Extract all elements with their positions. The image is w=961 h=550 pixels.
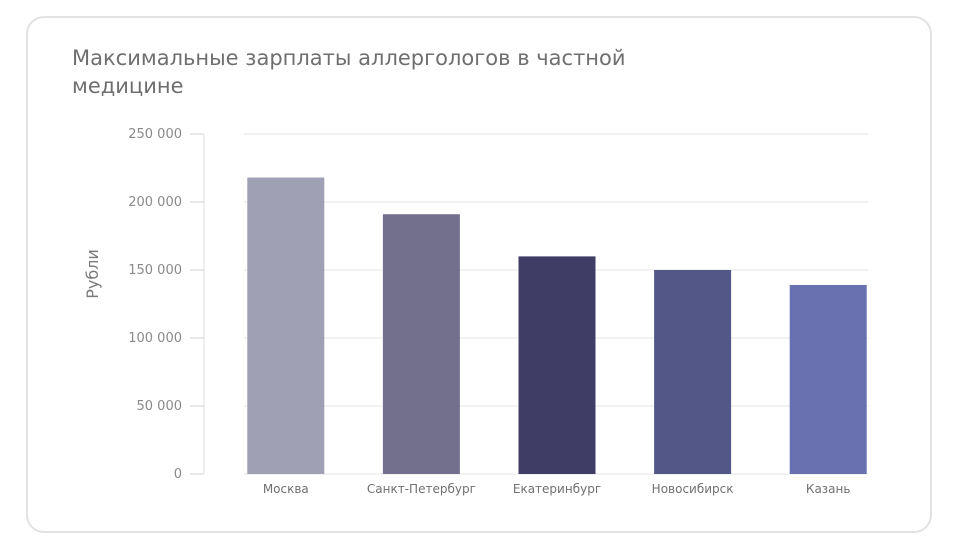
y-axis-label: Рубли: [83, 249, 102, 299]
bar-1: [247, 177, 325, 474]
chart-title: Максимальные зарплаты аллергологов в час…: [72, 46, 626, 98]
x-category-label: Новосибирск: [652, 482, 734, 496]
x-category-label: Екатеринбург: [513, 482, 601, 496]
chart-card: [26, 16, 932, 533]
bar-3: [518, 256, 596, 474]
y-tick-label: 200 000: [128, 195, 182, 210]
bar-5: [789, 284, 867, 474]
x-category-label: Москва: [263, 482, 309, 496]
x-category-label: Казань: [806, 482, 851, 496]
x-axis-categories: Москва Санкт-Петербург Екатеринбург Новосиб…: [263, 482, 851, 496]
y-axis-ticks: 0 50 000 100 000 150 000 200 000 250 000: [128, 127, 182, 482]
y-tick-label: 250 000: [128, 127, 182, 142]
y-tick-label: 100 000: [128, 331, 182, 346]
bar-4: [654, 270, 732, 474]
y-tick-label: 150 000: [128, 263, 182, 278]
x-category-label: Санкт-Петербург: [367, 482, 476, 496]
bar-2: [382, 214, 460, 475]
y-tick-label: 50 000: [137, 399, 183, 414]
y-tick-label: 0: [174, 467, 182, 482]
bars: [247, 177, 867, 475]
